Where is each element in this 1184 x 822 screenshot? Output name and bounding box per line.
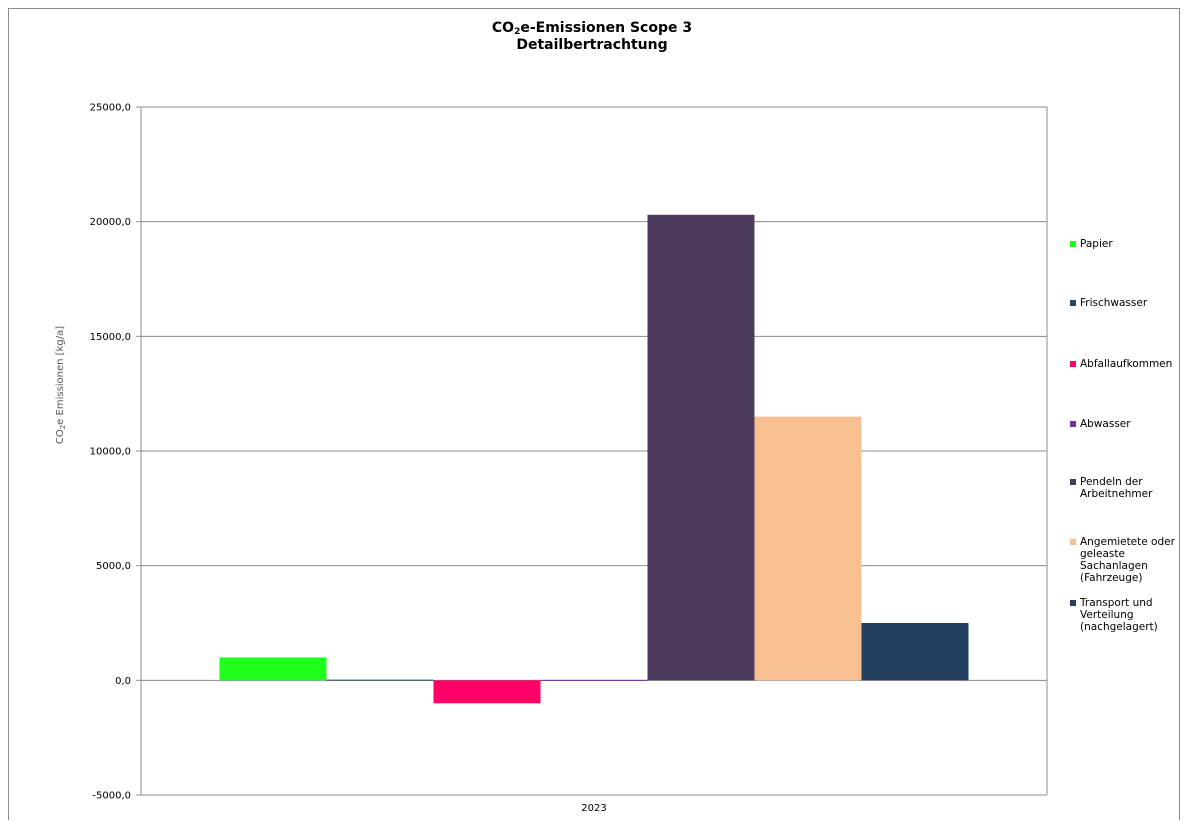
- y-tick-label: 5000,0: [96, 561, 131, 572]
- legend-swatch: [1070, 600, 1076, 606]
- legend-label: Abwasser: [1080, 418, 1131, 430]
- y-tick-label: 25000,0: [90, 103, 131, 114]
- bar: [754, 416, 862, 681]
- bar: [326, 679, 434, 681]
- legend-swatch: [1070, 421, 1076, 427]
- chart-frame: [8, 8, 1180, 820]
- bar: [433, 680, 541, 704]
- y-tick-label: 20000,0: [90, 217, 131, 228]
- bar: [861, 623, 969, 681]
- legend-label: Pendeln der Arbeitnehmer: [1080, 476, 1153, 500]
- legend-swatch: [1070, 361, 1076, 367]
- legend-swatch: [1070, 539, 1076, 545]
- y-tick-label: 15000,0: [90, 332, 131, 343]
- y-tick-label: 10000,0: [90, 447, 131, 458]
- legend-swatch: [1070, 300, 1076, 306]
- legend-label: Papier: [1080, 238, 1113, 250]
- legend-label: Frischwasser: [1080, 297, 1148, 309]
- bar: [219, 657, 327, 681]
- y-tick-label: -5000,0: [92, 791, 131, 802]
- chart-title: CO2e-Emissionen Scope 3: [491, 20, 693, 37]
- bar: [540, 679, 648, 681]
- chart-subtitle: Detailbertrachtung: [516, 37, 668, 53]
- y-tick-label: 0,0: [115, 676, 131, 687]
- bar: [647, 214, 755, 681]
- legend-label: Transport und Verteilung (nachgelagert): [1080, 597, 1158, 633]
- legend-swatch: [1070, 479, 1076, 485]
- legend-label: Abfallaufkommen: [1080, 358, 1173, 370]
- legend-label: Angemietete oder geleaste Sachanlagen (F…: [1080, 536, 1175, 584]
- x-tick-label: 2023: [581, 803, 606, 814]
- legend-swatch: [1070, 241, 1076, 247]
